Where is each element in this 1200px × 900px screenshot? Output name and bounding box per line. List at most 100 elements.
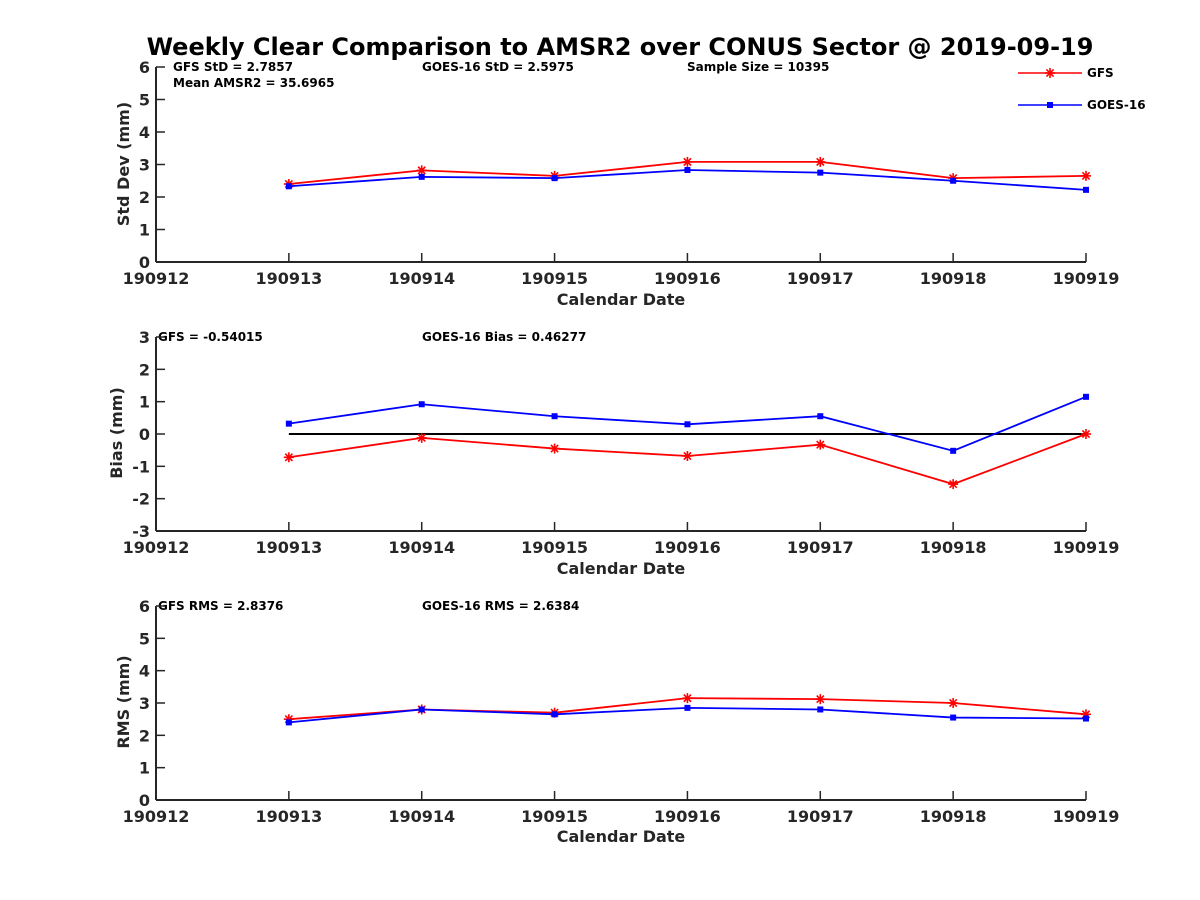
point-gfs-rms <box>815 694 826 705</box>
annotation-goes16-rms: GOES-16 RMS = 2.6384 <box>422 599 579 613</box>
point-gfs-bias <box>948 479 959 490</box>
point-goes16-rms <box>684 704 691 711</box>
annotation-sample-size: Sample Size = 10395 <box>687 60 829 74</box>
x-tick-label-std-dev: 190914 <box>388 269 455 288</box>
x-tick-label-bias: 190919 <box>1053 538 1120 557</box>
point-goes16-bias <box>418 401 425 408</box>
x-axis-label-std-dev: Calendar Date <box>557 290 686 309</box>
point-gfs-std-dev <box>416 165 427 176</box>
annotation-goes16-std: GOES-16 StD = 2.5975 <box>422 60 574 74</box>
annotation-gfs-std: GFS StD = 2.7857 <box>173 60 293 74</box>
point-gfs-rms <box>682 693 693 704</box>
point-goes16-bias <box>950 447 957 454</box>
point-gfs-bias <box>283 452 294 463</box>
y-axis-label-rms: RMS (mm) <box>114 655 133 748</box>
x-tick-label-rms: 190913 <box>255 807 322 826</box>
legend-goes16-label: GOES-16 <box>1087 98 1146 112</box>
point-gfs-rms <box>948 698 959 708</box>
x-tick-label-bias: 190912 <box>123 538 190 557</box>
panel-bias: GFS = -0.54015 GOES-16 Bias = 0.46277 Ca… <box>107 328 1119 578</box>
point-goes16-bias <box>1083 393 1089 400</box>
point-goes16-bias <box>684 421 691 428</box>
y-tick-label-rms: 2 <box>139 726 150 745</box>
y-tick-label-std-dev: 1 <box>139 221 150 240</box>
legend-gfs-marker <box>1045 68 1055 78</box>
x-tick-label-std-dev: 190919 <box>1053 269 1120 288</box>
point-goes16-rms <box>418 706 425 713</box>
point-gfs-std-dev <box>682 156 693 167</box>
x-tick-label-bias: 190917 <box>787 538 854 557</box>
y-tick-label-std-dev: 2 <box>139 188 150 207</box>
point-goes16-std-dev <box>950 177 957 184</box>
y-tick-label-bias: 1 <box>139 393 150 412</box>
y-tick-label-rms: 5 <box>139 629 150 648</box>
y-axis-label-std-dev: Std Dev (mm) <box>114 102 133 226</box>
legend-gfs-label: GFS <box>1087 66 1114 80</box>
point-goes16-std-dev <box>817 169 824 176</box>
y-tick-label-std-dev: 6 <box>139 58 150 77</box>
y-tick-label-bias: -3 <box>132 522 150 541</box>
annotation-gfs-rms: GFS RMS = 2.8376 <box>158 599 283 613</box>
annotation-mean-amsr2: Mean AMSR2 = 35.6965 <box>173 76 334 90</box>
point-goes16-std-dev <box>684 167 691 174</box>
annotation-gfs-bias: GFS = -0.54015 <box>158 330 263 344</box>
x-tick-label-std-dev: 190915 <box>521 269 588 288</box>
x-tick-label-rms: 190919 <box>1053 807 1120 826</box>
x-tick-label-bias: 190918 <box>920 538 987 557</box>
x-tick-label-bias: 190913 <box>255 538 322 557</box>
x-tick-label-bias: 190916 <box>654 538 721 557</box>
x-tick-label-rms: 190915 <box>521 807 588 826</box>
x-axis-label-bias: Calendar Date <box>557 559 686 578</box>
x-tick-label-rms: 190916 <box>654 807 721 826</box>
y-tick-label-std-dev: 5 <box>139 91 150 110</box>
point-goes16-std-dev <box>1083 186 1089 193</box>
x-tick-label-rms: 190918 <box>920 807 987 826</box>
annotation-goes16-bias: GOES-16 Bias = 0.46277 <box>422 330 586 344</box>
point-goes16-std-dev <box>285 183 292 190</box>
point-goes16-rms <box>1083 715 1089 722</box>
point-goes16-rms <box>817 706 824 713</box>
panel-std-dev: GFS StD = 2.7857 Mean AMSR2 = 35.6965 GO… <box>114 58 1119 309</box>
y-tick-label-rms: 1 <box>139 759 150 778</box>
x-tick-label-bias: 190914 <box>388 538 455 557</box>
y-tick-label-std-dev: 0 <box>139 253 150 272</box>
point-goes16-bias <box>817 413 824 420</box>
y-tick-label-bias: 0 <box>139 425 150 444</box>
y-tick-label-rms: 6 <box>139 597 150 616</box>
y-tick-label-bias: -2 <box>132 490 150 509</box>
x-tick-label-bias: 190915 <box>521 538 588 557</box>
point-goes16-rms <box>285 719 292 726</box>
y-tick-label-rms: 4 <box>139 662 150 681</box>
point-gfs-bias <box>1081 429 1091 439</box>
point-gfs-bias <box>682 450 693 461</box>
y-tick-label-bias: 3 <box>139 328 150 347</box>
point-gfs-bias <box>416 432 427 443</box>
point-goes16-rms <box>551 711 558 718</box>
x-tick-label-std-dev: 190913 <box>255 269 322 288</box>
y-tick-label-rms: 3 <box>139 694 150 713</box>
y-tick-label-bias: -1 <box>132 457 150 476</box>
y-tick-label-std-dev: 4 <box>139 123 150 142</box>
point-goes16-std-dev <box>418 173 425 180</box>
point-goes16-bias <box>285 420 292 427</box>
point-goes16-std-dev <box>551 175 558 182</box>
y-tick-label-std-dev: 3 <box>139 156 150 175</box>
chart-title: Weekly Clear Comparison to AMSR2 over CO… <box>147 33 1094 61</box>
y-axis-label-bias: Bias (mm) <box>107 387 126 479</box>
x-tick-label-rms: 190914 <box>388 807 455 826</box>
y-tick-label-bias: 2 <box>139 360 150 379</box>
y-tick-label-rms: 0 <box>139 791 150 810</box>
x-axis-label-rms: Calendar Date <box>557 827 686 846</box>
point-gfs-std-dev <box>1081 170 1091 181</box>
panel-rms: GFS RMS = 2.8376 GOES-16 RMS = 2.6384 Ca… <box>114 597 1119 846</box>
x-tick-label-std-dev: 190912 <box>123 269 190 288</box>
point-goes16-rms <box>950 714 957 721</box>
point-gfs-bias <box>549 443 560 454</box>
point-goes16-bias <box>551 413 558 420</box>
x-tick-label-rms: 190912 <box>123 807 190 826</box>
legend: GFS GOES-16 <box>1018 66 1146 112</box>
legend-goes16-marker <box>1047 102 1053 108</box>
point-gfs-std-dev <box>815 156 826 167</box>
x-tick-label-std-dev: 190917 <box>787 269 854 288</box>
